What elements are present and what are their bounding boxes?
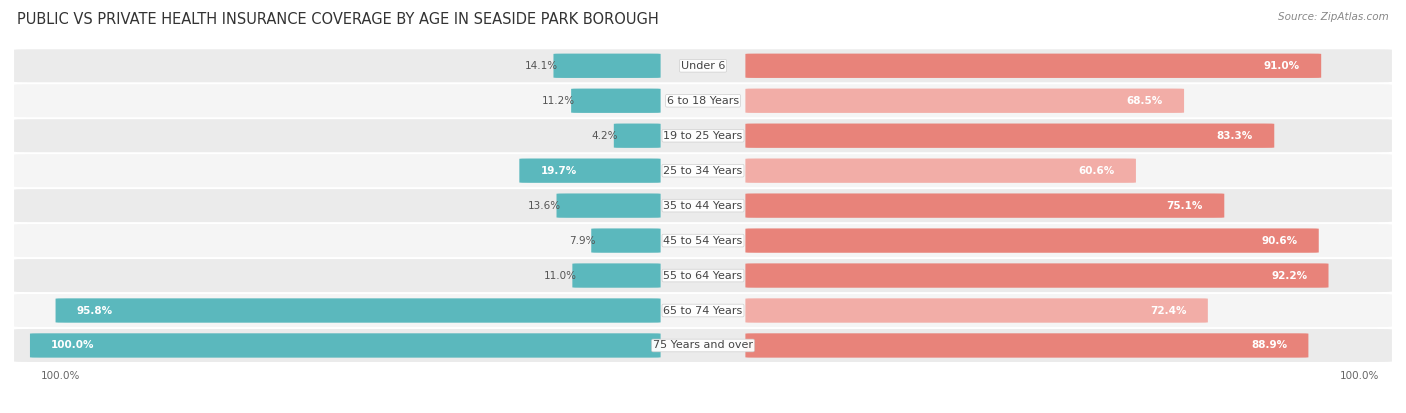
- FancyBboxPatch shape: [554, 54, 661, 78]
- Text: 100.0%: 100.0%: [51, 340, 94, 351]
- FancyBboxPatch shape: [14, 224, 1392, 257]
- Text: 11.2%: 11.2%: [541, 96, 575, 106]
- Text: 19.7%: 19.7%: [540, 166, 576, 176]
- FancyBboxPatch shape: [745, 123, 1274, 148]
- FancyBboxPatch shape: [592, 228, 661, 253]
- Text: 100.0%: 100.0%: [41, 370, 80, 381]
- Text: 13.6%: 13.6%: [527, 201, 561, 211]
- Text: PUBLIC VS PRIVATE HEALTH INSURANCE COVERAGE BY AGE IN SEASIDE PARK BOROUGH: PUBLIC VS PRIVATE HEALTH INSURANCE COVER…: [17, 12, 658, 27]
- Text: 45 to 54 Years: 45 to 54 Years: [664, 235, 742, 246]
- FancyBboxPatch shape: [14, 154, 1392, 187]
- Text: 55 to 64 Years: 55 to 64 Years: [664, 271, 742, 280]
- FancyBboxPatch shape: [56, 298, 661, 323]
- Text: 90.6%: 90.6%: [1261, 235, 1298, 246]
- FancyBboxPatch shape: [745, 228, 1319, 253]
- FancyBboxPatch shape: [745, 159, 1136, 183]
- FancyBboxPatch shape: [14, 49, 1392, 82]
- FancyBboxPatch shape: [745, 263, 1329, 288]
- Text: 88.9%: 88.9%: [1251, 340, 1288, 351]
- FancyBboxPatch shape: [614, 123, 661, 148]
- Text: 95.8%: 95.8%: [77, 306, 112, 316]
- Text: 100.0%: 100.0%: [1340, 370, 1379, 381]
- Text: 35 to 44 Years: 35 to 44 Years: [664, 201, 742, 211]
- Text: 11.0%: 11.0%: [543, 271, 576, 280]
- Text: 91.0%: 91.0%: [1264, 61, 1301, 71]
- FancyBboxPatch shape: [519, 159, 661, 183]
- FancyBboxPatch shape: [745, 333, 1309, 358]
- FancyBboxPatch shape: [745, 54, 1322, 78]
- FancyBboxPatch shape: [572, 263, 661, 288]
- FancyBboxPatch shape: [14, 329, 1392, 362]
- FancyBboxPatch shape: [745, 298, 1208, 323]
- Text: 60.6%: 60.6%: [1078, 166, 1115, 176]
- Text: Source: ZipAtlas.com: Source: ZipAtlas.com: [1278, 12, 1389, 22]
- FancyBboxPatch shape: [14, 294, 1392, 327]
- FancyBboxPatch shape: [14, 84, 1392, 117]
- FancyBboxPatch shape: [14, 259, 1392, 292]
- Text: 92.2%: 92.2%: [1271, 271, 1308, 280]
- FancyBboxPatch shape: [14, 189, 1392, 222]
- Text: Under 6: Under 6: [681, 61, 725, 71]
- FancyBboxPatch shape: [14, 119, 1392, 152]
- Text: 83.3%: 83.3%: [1216, 131, 1253, 141]
- Text: 75.1%: 75.1%: [1167, 201, 1204, 211]
- FancyBboxPatch shape: [745, 88, 1184, 113]
- Text: 19 to 25 Years: 19 to 25 Years: [664, 131, 742, 141]
- FancyBboxPatch shape: [557, 193, 661, 218]
- Text: 4.2%: 4.2%: [592, 131, 617, 141]
- FancyBboxPatch shape: [745, 193, 1225, 218]
- Text: 65 to 74 Years: 65 to 74 Years: [664, 306, 742, 316]
- Text: 6 to 18 Years: 6 to 18 Years: [666, 96, 740, 106]
- Text: 14.1%: 14.1%: [524, 61, 557, 71]
- Text: 7.9%: 7.9%: [569, 235, 595, 246]
- FancyBboxPatch shape: [571, 88, 661, 113]
- Text: 72.4%: 72.4%: [1150, 306, 1187, 316]
- Text: 68.5%: 68.5%: [1126, 96, 1163, 106]
- Text: 25 to 34 Years: 25 to 34 Years: [664, 166, 742, 176]
- Text: 75 Years and over: 75 Years and over: [652, 340, 754, 351]
- FancyBboxPatch shape: [30, 333, 661, 358]
